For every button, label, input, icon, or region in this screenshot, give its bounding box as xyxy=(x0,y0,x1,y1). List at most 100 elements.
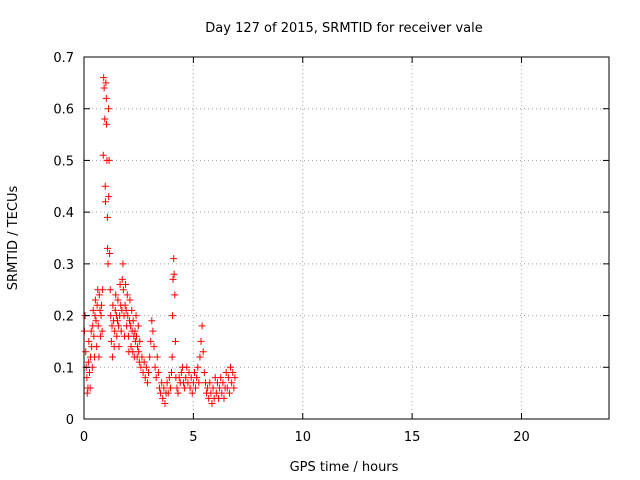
data-point xyxy=(124,312,132,320)
data-point xyxy=(117,327,125,335)
data-point xyxy=(159,394,167,402)
data-point xyxy=(85,368,93,376)
data-point xyxy=(195,379,203,387)
data-point xyxy=(161,399,169,407)
data-point xyxy=(163,379,171,387)
data-point xyxy=(171,337,179,345)
data-point xyxy=(131,327,139,335)
x-tick-label: 0 xyxy=(80,430,88,445)
x-tick-label: 20 xyxy=(513,430,530,445)
data-point xyxy=(188,389,196,397)
data-point xyxy=(222,368,230,376)
data-point xyxy=(170,270,178,278)
x-tick-label: 15 xyxy=(404,430,421,445)
data-point xyxy=(154,368,162,376)
data-point xyxy=(193,374,201,382)
chart-title: Day 127 of 2015, SRMTID for receiver val… xyxy=(205,21,482,36)
grid-lines xyxy=(84,57,609,419)
data-point xyxy=(101,115,109,123)
data-point xyxy=(228,379,236,387)
x-axis-label: GPS time / hours xyxy=(290,460,399,475)
data-point xyxy=(112,291,120,299)
data-point xyxy=(127,322,135,330)
data-point xyxy=(190,368,198,376)
data-point xyxy=(197,337,205,345)
x-tick-label: 5 xyxy=(189,430,197,445)
data-point xyxy=(115,322,123,330)
data-point xyxy=(196,353,204,361)
data-point xyxy=(103,120,111,128)
x-tick-label: 10 xyxy=(294,430,311,445)
data-point xyxy=(224,374,232,382)
data-point xyxy=(84,358,92,366)
data-point xyxy=(225,389,233,397)
data-point xyxy=(218,389,226,397)
data-point xyxy=(105,105,112,113)
data-point xyxy=(108,322,116,330)
data-point xyxy=(107,337,115,345)
data-point xyxy=(95,353,103,361)
data-points xyxy=(80,74,239,407)
data-point xyxy=(123,291,131,299)
data-point xyxy=(102,94,110,102)
y-tick-label: 0.5 xyxy=(53,154,74,169)
plot-frame xyxy=(83,56,610,420)
data-point xyxy=(98,301,105,309)
data-point xyxy=(83,389,91,397)
data-point xyxy=(121,301,129,309)
data-point xyxy=(87,327,95,335)
data-point xyxy=(194,363,202,371)
data-point xyxy=(149,327,157,335)
data-point xyxy=(174,389,182,397)
y-tick-label: 0.6 xyxy=(53,103,74,118)
data-point xyxy=(175,374,183,382)
data-point xyxy=(97,312,105,320)
data-point xyxy=(122,281,130,289)
data-point xyxy=(95,291,103,299)
data-point xyxy=(153,353,161,361)
data-point xyxy=(104,260,112,268)
data-point xyxy=(96,332,104,340)
y-tick-label: 0.7 xyxy=(53,51,74,66)
data-point xyxy=(148,317,156,325)
y-tick-label: 0.3 xyxy=(53,258,74,273)
data-point xyxy=(93,343,101,351)
y-axis-label: SRMTID / TECUs xyxy=(6,186,21,291)
data-point xyxy=(134,343,142,351)
y-tick-label: 0.4 xyxy=(53,206,74,221)
data-point xyxy=(208,399,216,407)
data-point xyxy=(173,384,181,392)
data-point xyxy=(109,301,117,309)
data-point xyxy=(129,348,137,356)
data-point xyxy=(90,332,98,340)
data-point xyxy=(106,286,114,294)
data-point xyxy=(127,343,135,351)
data-point xyxy=(166,384,174,392)
data-point xyxy=(145,368,153,376)
data-point xyxy=(151,363,159,371)
data-point xyxy=(98,327,106,335)
data-point xyxy=(229,368,237,376)
data-point xyxy=(160,384,168,392)
data-point xyxy=(103,213,111,221)
data-point xyxy=(96,306,104,314)
data-point xyxy=(100,84,108,92)
data-point xyxy=(94,322,102,330)
data-point xyxy=(165,374,173,382)
data-point xyxy=(83,374,91,382)
data-point xyxy=(108,353,116,361)
data-point xyxy=(126,296,134,304)
data-point xyxy=(128,306,136,314)
data-point xyxy=(183,363,191,371)
data-point xyxy=(119,286,127,294)
data-point xyxy=(141,374,149,382)
data-point xyxy=(209,384,217,392)
y-tick-label: 0.1 xyxy=(53,361,74,376)
data-point xyxy=(86,384,94,392)
data-point xyxy=(147,337,155,345)
data-point xyxy=(118,275,126,283)
data-point xyxy=(223,384,231,392)
data-point xyxy=(105,156,113,164)
data-point xyxy=(171,291,179,299)
data-point xyxy=(132,312,140,320)
